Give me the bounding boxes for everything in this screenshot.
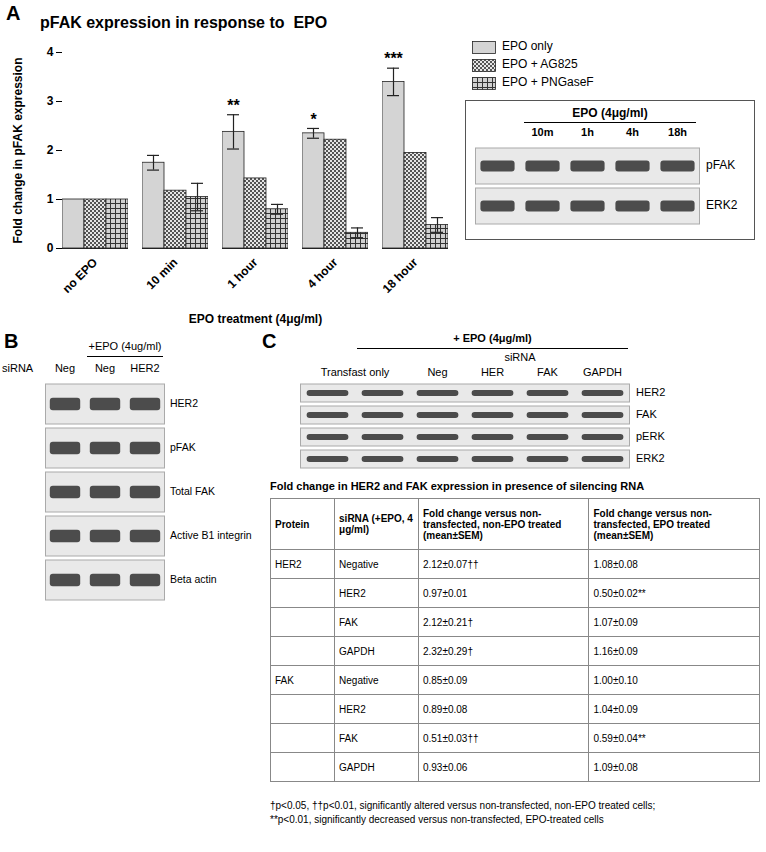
html-text:HER: HER: [480, 366, 505, 378]
html-text:Protein: Protein: [275, 518, 310, 530]
svg-text:***: ***: [384, 50, 403, 67]
html-text:Fold change versus non-transfe: Fold change versus non-transfected, EPO …: [593, 507, 712, 541]
html-text:+EPO (4ug/ml): +EPO (4ug/ml): [88, 340, 162, 352]
html-text:†p<0.05, ††p<0.01, significant: †p<0.05, ††p<0.01, significantly altered…: [270, 800, 656, 811]
html-text:EPO (4μg/ml): EPO (4μg/ml): [572, 106, 648, 120]
html-text:1.00±0.10: 1.00±0.10: [593, 674, 638, 686]
svg-text:2: 2: [47, 143, 54, 157]
html-text:HER2: HER2: [636, 385, 666, 398]
html-text:0.59±0.04**: 0.59±0.04**: [593, 732, 646, 744]
html-text:2.12±0.07††: 2.12±0.07††: [423, 558, 479, 570]
html-text:HER2: HER2: [339, 587, 366, 599]
html-text:Active B1 integrin: Active B1 integrin: [170, 529, 252, 542]
svg-text:1 hour: 1 hour: [225, 255, 261, 291]
html-text:Fold change versus non-transfe: Fold change versus non-transfected, non-…: [423, 507, 562, 541]
html-text:Transfast only: Transfast only: [320, 366, 390, 378]
html-text:1.09±0.08: 1.09±0.08: [593, 761, 638, 773]
html-text:2.32±0.29†: 2.32±0.29†: [423, 645, 473, 657]
svg-text:10 min: 10 min: [144, 255, 181, 292]
svg-text:EPO treatment (4μg/ml): EPO treatment (4μg/ml): [189, 312, 322, 326]
html-text:HER2: HER2: [339, 703, 366, 715]
html-text:0.97±0.01: 0.97±0.01: [423, 587, 468, 599]
html-text:1.08±0.08: 1.08±0.08: [593, 558, 638, 570]
html-text:EPO + AG825: EPO + AG825: [502, 57, 578, 71]
html-text:0.50±0.02**: 0.50±0.02**: [593, 587, 646, 599]
html-text:EPO + PNGaseF: EPO + PNGaseF: [502, 75, 594, 89]
svg-text:0: 0: [47, 241, 54, 255]
html-text:+ EPO (4μg/ml): + EPO (4μg/ml): [453, 332, 532, 344]
html-text:HER2: HER2: [275, 558, 302, 570]
html-text:0.89±0.08: 0.89±0.08: [423, 703, 468, 715]
html-text:B: B: [4, 330, 19, 352]
html-text:18h: 18h: [668, 126, 687, 138]
html-text:siRNA: siRNA: [504, 351, 536, 363]
html-text:GAPDH: GAPDH: [582, 366, 623, 378]
html-text:C: C: [262, 330, 277, 352]
html-text:Fold change in HER2 and FAK ex: Fold change in HER2 and FAK expression i…: [270, 480, 645, 492]
html-text:Neg: Neg: [94, 362, 116, 374]
html-text:pERK: pERK: [636, 429, 665, 442]
html-text:GAPDH: GAPDH: [339, 761, 375, 773]
svg-text:**: **: [227, 97, 240, 114]
html-text:ERK2: ERK2: [636, 451, 665, 464]
html-text:1.07±0.09: 1.07±0.09: [593, 616, 638, 628]
html-text:FAK: FAK: [636, 407, 657, 420]
svg-text:4: 4: [47, 45, 54, 59]
html-text:siRNA: siRNA: [2, 362, 34, 374]
html-text:Total FAK: Total FAK: [170, 485, 215, 498]
html-text:2.12±0.21†: 2.12±0.21†: [423, 616, 473, 628]
html-text:FAK: FAK: [275, 674, 294, 686]
html-text:**p<0.01, significantly decrea: **p<0.01, significantly decreased versus…: [270, 814, 604, 825]
svg-text:no EPO: no EPO: [60, 255, 101, 296]
svg-text:18 hour: 18 hour: [380, 255, 421, 296]
html-text:FAK: FAK: [339, 616, 358, 628]
html-text:GAPDH: GAPDH: [339, 645, 375, 657]
html-text:pFAK: pFAK: [170, 441, 196, 454]
html-text:A: A: [6, 2, 21, 24]
html-text:0.93±0.06: 0.93±0.06: [423, 761, 468, 773]
html-text:siRNA (+EPO, 4 μg/ml): siRNA (+EPO, 4 μg/ml): [339, 513, 413, 535]
html-text:EPO only: EPO only: [502, 39, 553, 53]
html-text:1.04±0.09: 1.04±0.09: [593, 703, 638, 715]
html-text:Beta actin: Beta actin: [170, 573, 217, 586]
svg-text:4 hour: 4 hour: [305, 255, 341, 291]
html-text:1.16±0.09: 1.16±0.09: [593, 645, 638, 657]
html-text:Neg: Neg: [54, 362, 76, 374]
html-text:Neg: Neg: [427, 366, 448, 378]
html-text:0.85±0.09: 0.85±0.09: [423, 674, 468, 686]
html-text:1h: 1h: [581, 126, 594, 138]
html-text:4h: 4h: [626, 126, 639, 138]
svg-text:Fold change in pFAK expression: Fold change in pFAK expression: [11, 57, 25, 243]
html-text:FAK: FAK: [339, 732, 358, 744]
html-text:Negative: Negative: [339, 674, 379, 686]
html-text:HER2: HER2: [170, 397, 198, 410]
html-text:pFAK: pFAK: [706, 158, 736, 173]
html-text:10m: 10m: [531, 126, 554, 138]
html-text:FAK: FAK: [537, 366, 558, 378]
html-text:0.51±0.03††: 0.51±0.03††: [423, 732, 479, 744]
html-text:HER2: HER2: [130, 362, 160, 374]
svg-text:3: 3: [47, 94, 54, 108]
svg-text:1: 1: [47, 192, 54, 206]
svg-text:*: *: [310, 111, 317, 128]
html-text:Negative: Negative: [339, 558, 379, 570]
html-text:ERK2: ERK2: [706, 198, 738, 213]
html-text:pFAK expression in response to: pFAK expression in response to EPO: [40, 14, 328, 31]
